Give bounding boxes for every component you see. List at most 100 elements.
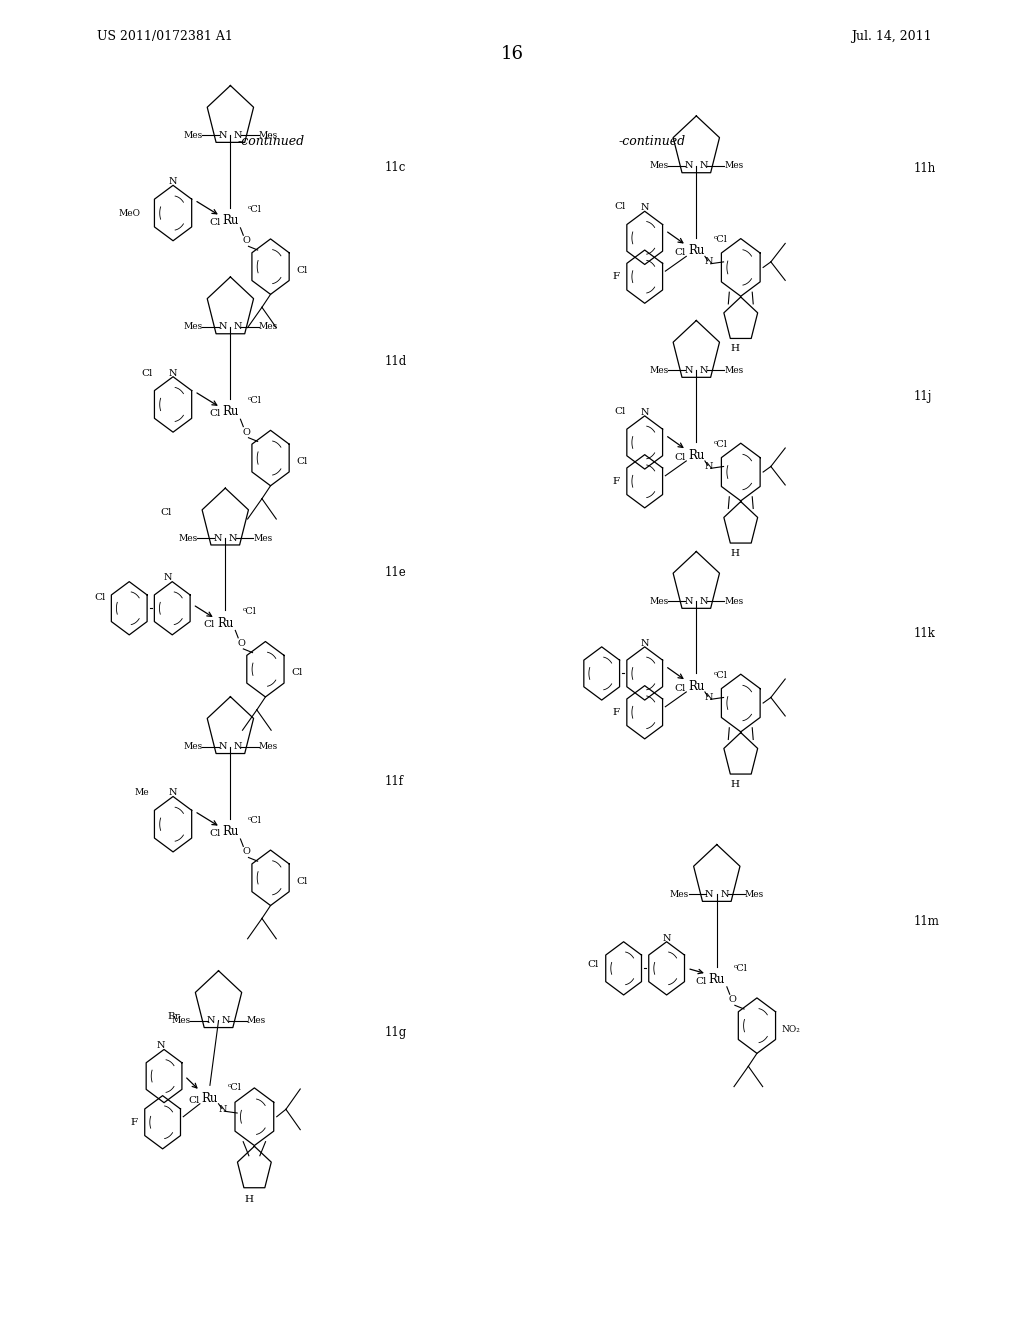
- Text: O: O: [729, 995, 736, 1005]
- Text: Mes: Mes: [258, 131, 278, 140]
- Text: Mes: Mes: [178, 533, 198, 543]
- Text: N: N: [705, 693, 713, 702]
- Text: Cl: Cl: [296, 876, 308, 886]
- Text: 11c: 11c: [385, 161, 407, 174]
- Text: N: N: [720, 890, 729, 899]
- Text: Mes: Mes: [649, 366, 669, 375]
- Text: N: N: [218, 322, 227, 331]
- Text: Me: Me: [134, 788, 148, 797]
- Text: Br: Br: [168, 1012, 180, 1022]
- Text: ᶜCl: ᶜCl: [714, 671, 728, 680]
- Text: Ru: Ru: [202, 1092, 218, 1105]
- Text: MeO: MeO: [118, 209, 140, 218]
- Text: Cl: Cl: [695, 977, 707, 986]
- Text: F: F: [612, 708, 620, 717]
- Text: ᶜCl: ᶜCl: [734, 964, 749, 973]
- Text: Cl: Cl: [209, 829, 220, 838]
- Text: H: H: [730, 549, 739, 558]
- Text: 11k: 11k: [913, 627, 935, 640]
- Text: Mes: Mes: [670, 890, 689, 899]
- Text: Ru: Ru: [222, 825, 239, 838]
- Text: Cl: Cl: [291, 668, 303, 677]
- Text: Mes: Mes: [649, 597, 669, 606]
- Text: Cl: Cl: [296, 457, 308, 466]
- Text: 16: 16: [501, 45, 523, 63]
- Text: Ru: Ru: [709, 973, 725, 986]
- Text: H: H: [730, 780, 739, 789]
- Text: N: N: [228, 533, 238, 543]
- Text: Ru: Ru: [688, 244, 705, 257]
- Text: Mes: Mes: [744, 890, 764, 899]
- Text: N: N: [699, 597, 709, 606]
- Text: Cl: Cl: [141, 368, 153, 378]
- Text: Mes: Mes: [183, 742, 203, 751]
- Text: 11f: 11f: [385, 775, 404, 788]
- Text: Mes: Mes: [724, 597, 743, 606]
- Text: ᶜCl: ᶜCl: [714, 235, 728, 244]
- Text: N: N: [169, 368, 177, 378]
- Text: Mes: Mes: [183, 131, 203, 140]
- Text: N: N: [164, 573, 172, 582]
- Text: O: O: [243, 847, 250, 857]
- Text: N: N: [705, 890, 714, 899]
- Text: ᶜCl: ᶜCl: [714, 440, 728, 449]
- Text: 11m: 11m: [913, 915, 939, 928]
- Text: Ru: Ru: [688, 680, 705, 693]
- Text: Ru: Ru: [222, 405, 239, 418]
- Text: N: N: [169, 788, 177, 797]
- Text: Mes: Mes: [171, 1016, 190, 1026]
- Text: ᶜCl: ᶜCl: [243, 607, 257, 616]
- Text: US 2011/0172381 A1: US 2011/0172381 A1: [97, 30, 233, 44]
- Text: N: N: [705, 462, 713, 471]
- Text: Cl: Cl: [188, 1096, 200, 1105]
- Text: Cl: Cl: [675, 248, 686, 257]
- Text: N: N: [222, 1016, 230, 1026]
- Text: N: N: [233, 322, 243, 331]
- Text: N: N: [684, 161, 693, 170]
- Text: Mes: Mes: [258, 742, 278, 751]
- Text: O: O: [238, 639, 245, 648]
- Text: Cl: Cl: [95, 593, 106, 602]
- Text: ᶜCl: ᶜCl: [248, 816, 262, 825]
- Text: Jul. 14, 2011: Jul. 14, 2011: [851, 30, 932, 44]
- Text: ᶜCl: ᶜCl: [248, 205, 262, 214]
- Text: 11e: 11e: [385, 566, 407, 579]
- Text: N: N: [218, 742, 227, 751]
- Text: Cl: Cl: [614, 202, 626, 211]
- Text: O: O: [243, 428, 250, 437]
- Text: Mes: Mes: [253, 533, 272, 543]
- Text: Cl: Cl: [675, 453, 686, 462]
- Text: Cl: Cl: [161, 508, 172, 516]
- Text: N: N: [705, 257, 713, 267]
- Text: N: N: [640, 639, 649, 648]
- Text: Mes: Mes: [247, 1016, 266, 1026]
- Text: -continued: -continued: [618, 135, 686, 148]
- Text: H: H: [244, 1196, 253, 1204]
- Text: Ru: Ru: [217, 616, 233, 630]
- Text: 11h: 11h: [913, 162, 936, 176]
- Text: Cl: Cl: [209, 218, 220, 227]
- Text: N: N: [699, 366, 709, 375]
- Text: 11g: 11g: [385, 1026, 408, 1039]
- Text: H: H: [730, 345, 739, 354]
- Text: N: N: [213, 533, 222, 543]
- Text: Cl: Cl: [588, 960, 599, 969]
- Text: Mes: Mes: [258, 322, 278, 331]
- Text: NO₂: NO₂: [782, 1024, 801, 1034]
- Text: N: N: [207, 1016, 215, 1026]
- Text: Cl: Cl: [296, 265, 308, 275]
- Text: N: N: [684, 597, 693, 606]
- Text: N: N: [218, 1105, 227, 1114]
- Text: Ru: Ru: [222, 214, 239, 227]
- Text: Cl: Cl: [209, 409, 220, 418]
- Text: F: F: [612, 477, 620, 486]
- Text: Cl: Cl: [675, 684, 686, 693]
- Text: Mes: Mes: [724, 366, 743, 375]
- Text: N: N: [699, 161, 709, 170]
- Text: Mes: Mes: [649, 161, 669, 170]
- Text: N: N: [157, 1041, 166, 1051]
- Text: N: N: [684, 366, 693, 375]
- Text: ᶜCl: ᶜCl: [248, 396, 262, 405]
- Text: N: N: [233, 742, 243, 751]
- Text: 11d: 11d: [385, 355, 408, 368]
